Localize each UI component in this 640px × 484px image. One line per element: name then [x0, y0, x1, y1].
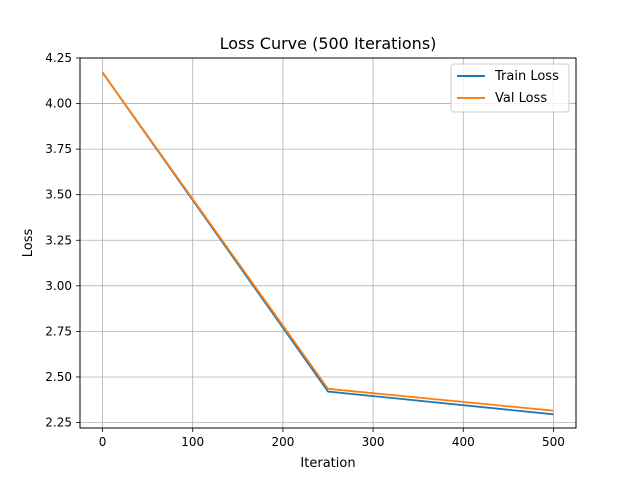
legend-label-train-loss: Train Loss	[494, 69, 559, 84]
x-tick-label: 0	[99, 435, 107, 449]
x-tick-label: 400	[452, 435, 475, 449]
y-axis-label: Loss	[21, 229, 36, 258]
x-axis-label: Iteration	[300, 456, 355, 471]
legend-label-val-loss: Val Loss	[495, 91, 547, 106]
legend: Train Loss Val Loss	[450, 63, 570, 113]
x-tick-label: 200	[271, 435, 294, 449]
y-tick-label: 2.25	[45, 416, 72, 430]
y-tick-label: 4.25	[45, 51, 72, 65]
y-tick-label: 3.00	[45, 279, 72, 293]
x-tick-label: 500	[542, 435, 565, 449]
y-tick-label: 2.75	[45, 324, 72, 338]
ticks: 0 100 200 300 400 500 2.25 2.50 2.75 3.00 3.25 3.50…	[45, 51, 565, 449]
chart-title: Loss Curve (500 Iterations)	[220, 34, 437, 53]
y-tick-label: 3.25	[45, 233, 72, 247]
series-lines	[101, 72, 554, 416]
y-tick-label: 3.75	[45, 142, 72, 156]
series-line-val-loss	[101, 72, 554, 412]
y-tick-label: 3.50	[45, 188, 72, 202]
x-tick-label: 300	[362, 435, 385, 449]
x-tick-label: 100	[181, 435, 204, 449]
y-tick-label: 2.50	[45, 370, 72, 384]
axes-frame	[79, 57, 577, 429]
y-tick-label: 4.00	[45, 97, 72, 111]
